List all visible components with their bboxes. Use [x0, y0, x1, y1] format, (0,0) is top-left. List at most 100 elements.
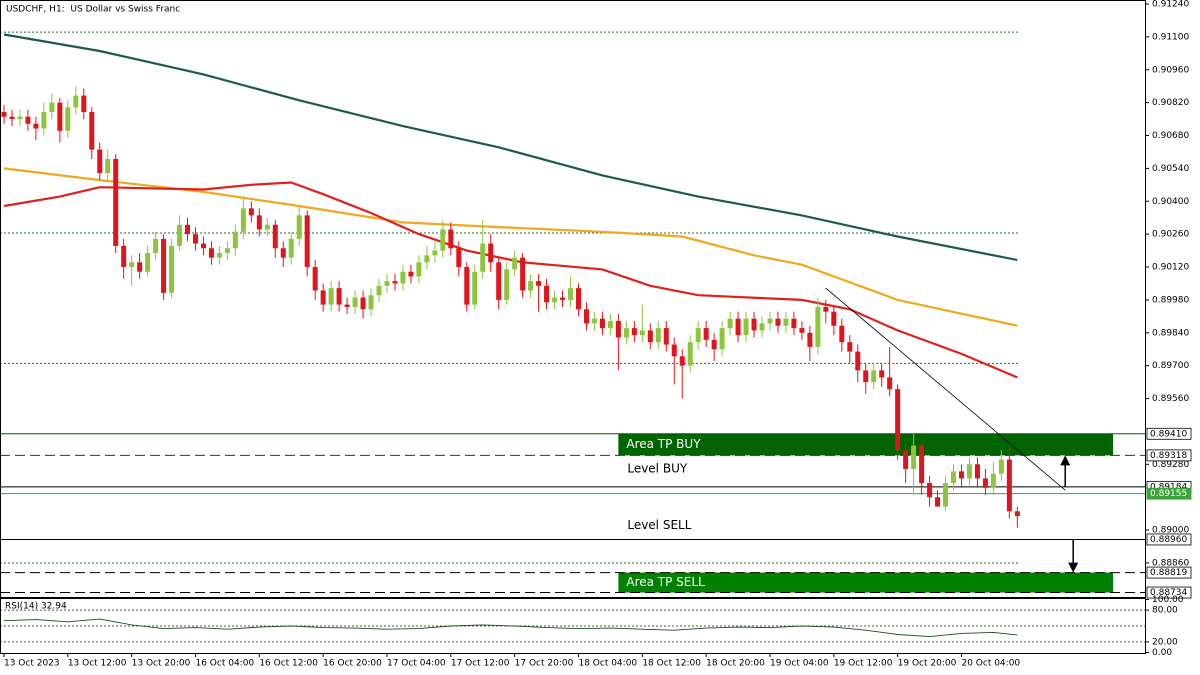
chart-title: USDCHF, H1: US Dollar vs Swiss Franc	[6, 5, 180, 15]
level-price-label: 0.88734	[1150, 588, 1187, 598]
candle-body	[232, 231, 238, 249]
y-tick-label: 0.90540	[1152, 164, 1189, 174]
candle-body	[384, 281, 390, 286]
candle-body	[560, 297, 566, 300]
x-tick-label: 18 Oct 04:00	[578, 659, 637, 669]
y-tick-label: 80.00	[1152, 606, 1178, 616]
candle-body	[863, 370, 869, 383]
candle-body	[25, 116, 31, 124]
arrow-head	[1068, 562, 1079, 573]
candle-body	[847, 342, 853, 352]
candle-body	[599, 318, 605, 329]
candle-body	[145, 252, 151, 272]
candle-body	[504, 269, 510, 300]
x-tick-label: 13 Oct 2023	[4, 659, 60, 669]
rsi-frame	[0, 598, 1146, 654]
candle-body	[751, 318, 757, 331]
candle-body	[352, 297, 358, 307]
candle-body	[440, 229, 446, 251]
candle-body	[711, 339, 717, 350]
level-price-label: 0.89155	[1150, 489, 1187, 499]
candle-body	[368, 295, 374, 310]
candle-body	[655, 328, 661, 343]
rsi-line	[3, 618, 1018, 638]
price-frame	[0, 0, 1146, 598]
candle-body	[392, 281, 398, 284]
level-price-label: 0.89184	[1150, 482, 1187, 492]
candle-body	[177, 224, 183, 246]
y-tick-label: 0.89980	[1152, 295, 1189, 305]
candle-body	[703, 328, 709, 340]
candle-body	[408, 271, 414, 277]
candle-body	[839, 325, 845, 343]
candle-body	[998, 459, 1004, 474]
candle-body	[1014, 511, 1020, 516]
candle-body	[528, 281, 534, 291]
candle-body	[280, 248, 286, 258]
candle-body	[296, 215, 302, 239]
candle-body	[927, 483, 933, 498]
x-tick-label: 16 Oct 04:00	[195, 659, 254, 669]
arrow-head	[1060, 455, 1071, 466]
y-tick-label: 0.89560	[1152, 394, 1189, 404]
candle-body	[623, 328, 629, 338]
candle-body	[687, 342, 693, 366]
candle-body	[791, 318, 797, 329]
candle-body	[376, 285, 382, 296]
candle-body	[775, 318, 781, 326]
candle-body	[799, 328, 805, 333]
candle-body	[879, 370, 885, 378]
x-tick-label: 18 Oct 20:00	[706, 659, 765, 669]
price-panel: 0.91240 0.91100 0.90960 0.90820 0.90680 0.905…	[0, 0, 1192, 599]
candle-body	[719, 328, 725, 350]
level-price-box	[1146, 449, 1192, 462]
candle-body	[129, 262, 135, 268]
zone-label: Area TP SELL	[626, 575, 705, 589]
candle-body	[121, 245, 127, 268]
candle-body	[17, 116, 23, 120]
candle-body	[512, 257, 518, 270]
candle-body	[113, 158, 119, 246]
candle-body	[360, 297, 366, 310]
candle-body	[192, 234, 198, 244]
candle-body	[951, 471, 957, 484]
y-tick-label: 0.89280	[1152, 460, 1189, 470]
candle-body	[328, 288, 334, 305]
candle-body	[105, 158, 111, 174]
candle-body	[583, 309, 589, 324]
candle-body	[472, 271, 478, 305]
candle-body	[9, 116, 15, 120]
candle-body	[424, 255, 430, 263]
candle-body	[344, 304, 350, 307]
candle-body	[224, 248, 230, 253]
y-tick-label: 20.00	[1152, 637, 1178, 647]
x-tick-label: 19 Oct 20:00	[898, 659, 957, 669]
candle-body	[568, 288, 574, 300]
annotation: Level SELL	[627, 518, 691, 532]
candle-body	[552, 297, 558, 303]
level-price-label: 0.88960	[1150, 535, 1187, 545]
y-tick-label: 0.90400	[1152, 197, 1189, 207]
candle-body	[1006, 459, 1012, 512]
candle-body	[895, 389, 901, 451]
y-tick-label: 0.00	[1152, 648, 1172, 658]
candle-body	[943, 483, 949, 507]
candle-body	[639, 330, 645, 336]
x-tick-label: 16 Oct 20:00	[323, 659, 382, 669]
y-tick-label: 0.91240	[1152, 0, 1189, 9]
candle-body	[887, 377, 893, 390]
candle-body	[81, 95, 87, 113]
x-tick-label: 13 Oct 12:00	[68, 659, 127, 669]
y-tick-label: 0.89840	[1152, 328, 1189, 338]
candle-body	[248, 208, 254, 216]
candle-body	[815, 306, 821, 347]
candle-body	[767, 318, 773, 324]
candle-body	[169, 245, 175, 293]
candle-body	[65, 107, 71, 131]
candle-body	[256, 215, 262, 230]
candle-body	[185, 224, 191, 235]
x-tick-label: 18 Oct 12:00	[642, 659, 701, 669]
annotation: Level BUY	[627, 462, 688, 476]
candle-body	[520, 257, 526, 291]
